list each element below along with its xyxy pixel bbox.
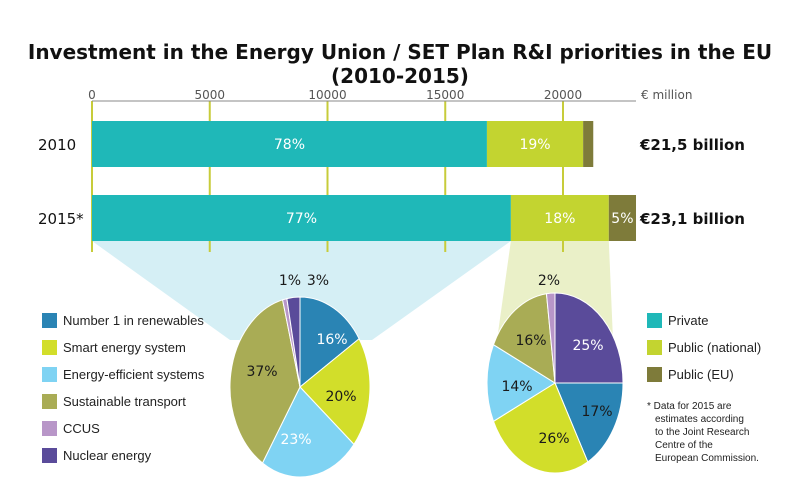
- legend-label-0: Number 1 in renewables: [63, 313, 204, 328]
- footnote-line-1: estimates according: [655, 414, 744, 425]
- pie1-slice-energyefficientsystems: [261, 386, 355, 478]
- pie1-label-3: 37%: [246, 364, 277, 380]
- funnel-private: [92, 241, 511, 340]
- year-label-2015: 2015*: [38, 210, 84, 228]
- chart-title-line1: Investment in the Energy Union / SET Pla…: [27, 40, 773, 64]
- legend-right-label-1: Public (national): [668, 340, 761, 355]
- footnote-line-0: * Data for 2015 are: [647, 401, 732, 412]
- pie2-slice-number1inrenewables: [554, 382, 624, 463]
- total-label-2015: €23,1 billion: [639, 210, 745, 228]
- bar-label-2010-0: 78%: [274, 137, 305, 153]
- pie2-label-1: 17%: [581, 404, 612, 420]
- legend-right-swatch-0: [647, 313, 662, 328]
- year-label-2010: 2010: [38, 136, 76, 154]
- legend-label-1: Smart energy system: [63, 340, 186, 355]
- legend-right-label-2: Public (EU): [668, 367, 734, 382]
- pie2-label-5: 2%: [538, 273, 560, 289]
- chart-title-line2: (2010-2015): [331, 64, 469, 88]
- bar-label-2015-2: 5%: [611, 211, 633, 227]
- unit-label: € million: [641, 88, 692, 102]
- pie2-slice-nuclearenergy: [554, 292, 624, 384]
- legend-swatch-5: [42, 448, 57, 463]
- pie1-slice-nuclearenergy: [286, 296, 301, 388]
- x-tick-label-20000: 20000: [544, 88, 582, 102]
- pie2-slice-sustainabletransport: [492, 293, 556, 384]
- footnote-line-4: European Commission.: [655, 453, 759, 464]
- bar-label-2010-1: 19%: [519, 137, 550, 153]
- legend-right-label-0: Private: [668, 313, 708, 328]
- legend-swatch-1: [42, 340, 57, 355]
- footnote-line-3: Centre of the: [655, 440, 713, 451]
- x-tick-label-0: 0: [88, 88, 96, 102]
- bar-2010-private: [92, 121, 487, 167]
- x-tick-label-10000: 10000: [308, 88, 346, 102]
- bar-2015-private: [92, 195, 511, 241]
- legend-swatch-2: [42, 367, 57, 382]
- pie2-label-0: 25%: [572, 338, 603, 354]
- bar-label-2010-2: 2%: [595, 137, 617, 153]
- pie1-slice-number1inrenewables: [299, 296, 360, 389]
- bar-2015-publicnational: [510, 195, 609, 241]
- x-tick-label-5000: 5000: [194, 88, 225, 102]
- legend-right-swatch-2: [647, 367, 662, 382]
- pie2-label-4: 16%: [515, 333, 546, 349]
- legend-right-swatch-1: [647, 340, 662, 355]
- pie1-label-2: 23%: [280, 432, 311, 448]
- pie1-label-4: 1%: [279, 273, 301, 289]
- legend-label-3: Sustainable transport: [63, 394, 186, 409]
- legend-label-5: Nuclear energy: [63, 448, 152, 463]
- bar-2010-publicnational: [486, 121, 584, 167]
- pie2-slice-smartenergysystem: [492, 382, 589, 474]
- pie2-label-2: 26%: [538, 431, 569, 447]
- bar-2015-publiceu: [608, 195, 637, 241]
- bar-label-2015-0: 77%: [286, 211, 317, 227]
- bar-2010-publiceu: [583, 121, 594, 167]
- bar-label-2015-1: 18%: [544, 211, 575, 227]
- footnote-line-2: to the Joint Research: [655, 427, 750, 438]
- pie1-label-5: 3%: [307, 273, 329, 289]
- pie1-slice-sustainabletransport: [229, 299, 301, 464]
- legend-swatch-0: [42, 313, 57, 328]
- legend-swatch-3: [42, 394, 57, 409]
- pie2-label-3: 14%: [501, 379, 532, 395]
- pie1-label-0: 16%: [316, 332, 347, 348]
- total-label-2010: €21,5 billion: [639, 136, 745, 154]
- pie1-label-1: 20%: [325, 389, 356, 405]
- pie1-slice-smartenergysystem: [299, 337, 371, 446]
- legend-label-4: CCUS: [63, 421, 100, 436]
- legend-label-2: Energy-efficient systems: [63, 367, 205, 382]
- pie2-slice-energyefficientsystems: [486, 343, 556, 423]
- pie2-slice-ccus: [545, 292, 556, 384]
- legend-swatch-4: [42, 421, 57, 436]
- x-tick-label-15000: 15000: [426, 88, 464, 102]
